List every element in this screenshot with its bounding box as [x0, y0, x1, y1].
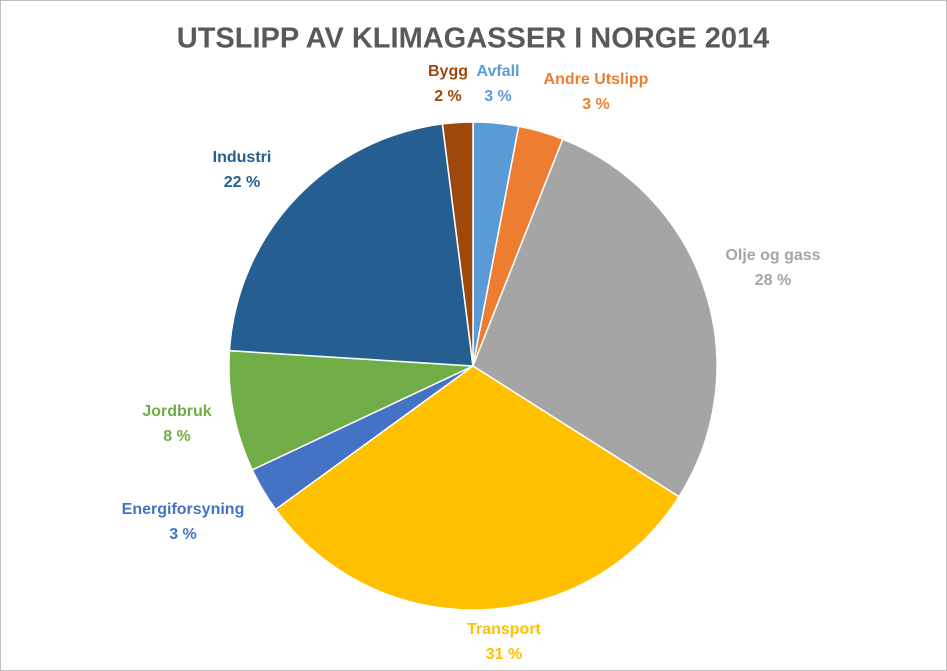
- slice-value-label: 3 %: [169, 526, 197, 543]
- slice-value-label: 28 %: [755, 272, 791, 289]
- slice-value-label: 2 %: [434, 88, 462, 105]
- pie-slice: [274, 365, 681, 611]
- slice-label: Andre Utslipp: [544, 71, 649, 88]
- slice-label: Avfall: [477, 63, 520, 80]
- pie-slice: [472, 138, 718, 498]
- slice-value-label: 3 %: [582, 96, 610, 113]
- slice-label: Industri: [213, 149, 272, 166]
- slice-label: Transport: [467, 621, 541, 638]
- slice-value-label: 31 %: [486, 646, 522, 663]
- slice-label: Bygg: [428, 63, 468, 80]
- chart-title: UTSLIPP AV KLIMAGASSER I NORGE 2014: [177, 23, 769, 55]
- slice-value-label: 22 %: [224, 174, 260, 191]
- slice-value-label: 8 %: [163, 428, 191, 445]
- slice-label: Energiforsyning: [122, 501, 245, 518]
- slice-label: Jordbruk: [142, 403, 211, 420]
- pie-slice: [228, 123, 474, 367]
- pie-slice: [441, 121, 474, 367]
- pie-slice: [228, 349, 474, 471]
- slice-value-label: 3 %: [484, 88, 512, 105]
- slice-label: Olje og gass: [725, 247, 820, 264]
